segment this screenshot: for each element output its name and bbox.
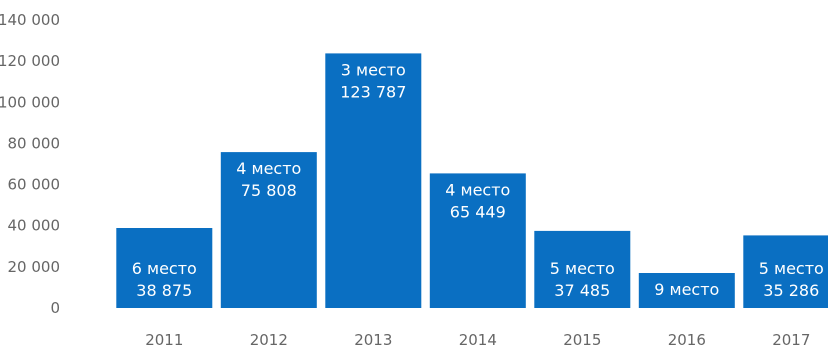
y-tick-label: 100 000 <box>0 93 60 111</box>
x-tick-label: 2013 <box>354 331 392 349</box>
data-label: 65 449 <box>450 202 506 221</box>
bar-2017 <box>743 235 828 308</box>
data-label: 123 787 <box>340 82 406 101</box>
y-tick-label: 120 000 <box>0 52 60 70</box>
data-label: 6 место <box>132 259 197 278</box>
y-tick-label: 140 000 <box>0 11 60 29</box>
y-tick-label: 0 <box>50 299 60 317</box>
bar-2014 <box>429 173 526 308</box>
data-label: 3 место <box>341 60 406 79</box>
data-label: 5 место <box>550 259 615 278</box>
data-label: 4 место <box>236 159 301 178</box>
x-axis: 2011 2012 2013 2014 2015 2016 2017 <box>145 331 810 349</box>
bar-2015 <box>534 230 631 308</box>
data-label: 9 место <box>654 280 719 299</box>
x-tick-label: 2017 <box>772 331 810 349</box>
x-tick-label: 2011 <box>145 331 183 349</box>
y-tick-label: 80 000 <box>8 134 61 152</box>
data-labels: 6 место 38 875 4 место 75 808 3 место 123 787… <box>132 60 824 300</box>
bar-2013 <box>325 53 422 309</box>
data-label: 38 875 <box>136 281 192 300</box>
data-label: 37 485 <box>554 281 610 300</box>
y-tick-label: 20 000 <box>8 258 61 276</box>
bar-2012 <box>220 152 317 308</box>
bar-series <box>116 53 828 309</box>
x-tick-label: 2016 <box>668 331 706 349</box>
y-tick-label: 40 000 <box>8 217 61 235</box>
data-label: 75 808 <box>241 181 297 200</box>
x-tick-label: 2012 <box>250 331 288 349</box>
bar-2016 <box>638 273 735 308</box>
y-axis: 0 20 000 40 000 60 000 80 000 100 000 120 000 1… <box>0 11 60 317</box>
data-label: 35 286 <box>763 281 819 300</box>
x-tick-label: 2015 <box>563 331 601 349</box>
bar-2011 <box>116 228 213 308</box>
x-tick-label: 2014 <box>459 331 497 349</box>
data-label: 5 место <box>759 259 824 278</box>
y-tick-label: 60 000 <box>8 176 61 194</box>
data-label: 4 место <box>445 180 510 199</box>
